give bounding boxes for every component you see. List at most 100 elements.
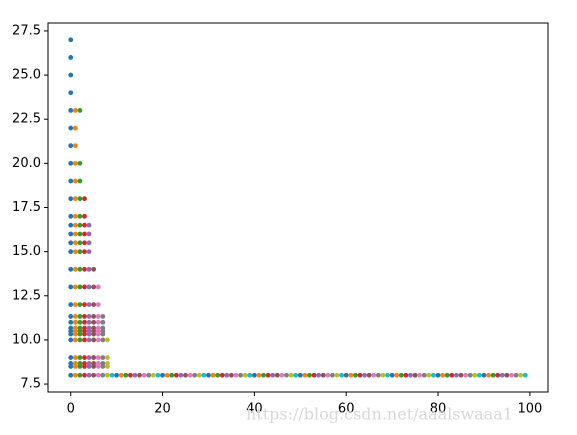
point [123, 372, 129, 378]
point [86, 284, 92, 290]
point [499, 372, 505, 378]
point [219, 372, 225, 378]
point [408, 372, 413, 378]
point [68, 143, 74, 149]
point [68, 337, 74, 343]
point [72, 196, 78, 202]
point [86, 331, 92, 337]
point [82, 363, 87, 369]
point [82, 222, 87, 228]
point [375, 372, 381, 378]
point [68, 107, 74, 113]
y-tick-label: 25.0 [12, 68, 41, 83]
point [490, 372, 496, 378]
point [72, 222, 78, 228]
point [348, 372, 354, 378]
point [95, 331, 101, 337]
point [325, 372, 331, 378]
point [173, 372, 179, 378]
point [486, 372, 491, 378]
point [72, 337, 78, 343]
point [454, 372, 459, 378]
point [118, 372, 124, 378]
point [435, 372, 441, 378]
point [86, 355, 92, 360]
point [82, 337, 87, 343]
point [82, 240, 87, 246]
point [72, 302, 78, 308]
point [105, 372, 110, 378]
point [72, 355, 78, 360]
point [472, 372, 478, 378]
point [330, 372, 335, 378]
point [72, 178, 78, 184]
point [95, 302, 101, 308]
point [95, 314, 101, 319]
point [72, 125, 78, 131]
point [141, 372, 147, 378]
point [68, 331, 74, 337]
point [233, 372, 239, 378]
point [320, 372, 326, 378]
point [169, 372, 175, 378]
point [476, 372, 482, 378]
point [82, 319, 87, 325]
point [77, 266, 83, 272]
point [91, 363, 97, 369]
point [77, 314, 83, 319]
point [132, 372, 138, 378]
point [77, 372, 83, 378]
point [371, 372, 377, 378]
point [247, 372, 253, 378]
point [274, 372, 280, 378]
point [426, 372, 432, 378]
point [362, 372, 367, 378]
point [238, 372, 244, 378]
point [160, 372, 165, 378]
point [68, 363, 74, 369]
point [522, 372, 528, 378]
point [86, 337, 92, 343]
point [265, 372, 271, 378]
point [449, 372, 455, 378]
point [385, 372, 390, 378]
point [77, 337, 83, 343]
x-tick-label: 20 [154, 402, 171, 417]
point [288, 372, 294, 378]
point [86, 363, 92, 369]
point [105, 363, 110, 369]
point [284, 372, 289, 378]
point [95, 284, 101, 290]
point [86, 231, 92, 237]
point [100, 372, 106, 378]
point [114, 372, 120, 378]
x-tick-label: 40 [246, 402, 263, 417]
point [77, 222, 83, 228]
point [72, 266, 78, 272]
y-tick-label: 10.0 [12, 332, 41, 347]
point [77, 231, 83, 237]
point [77, 249, 83, 255]
point [68, 222, 74, 228]
watermark: https://blog.csdn.net/aaalswaaa1 [246, 405, 513, 424]
point [128, 372, 133, 378]
point [504, 372, 510, 378]
point [82, 331, 87, 337]
point [339, 372, 345, 378]
point [68, 125, 74, 131]
point [100, 337, 106, 343]
point [91, 331, 97, 337]
point [91, 337, 97, 343]
point [100, 314, 106, 319]
point [270, 372, 276, 378]
point [518, 372, 524, 378]
point [86, 222, 92, 228]
point [68, 231, 74, 237]
point [68, 55, 74, 60]
point [86, 319, 92, 325]
point [95, 337, 101, 343]
point [431, 372, 436, 378]
point [86, 302, 92, 308]
point [72, 213, 78, 219]
point [72, 107, 78, 113]
